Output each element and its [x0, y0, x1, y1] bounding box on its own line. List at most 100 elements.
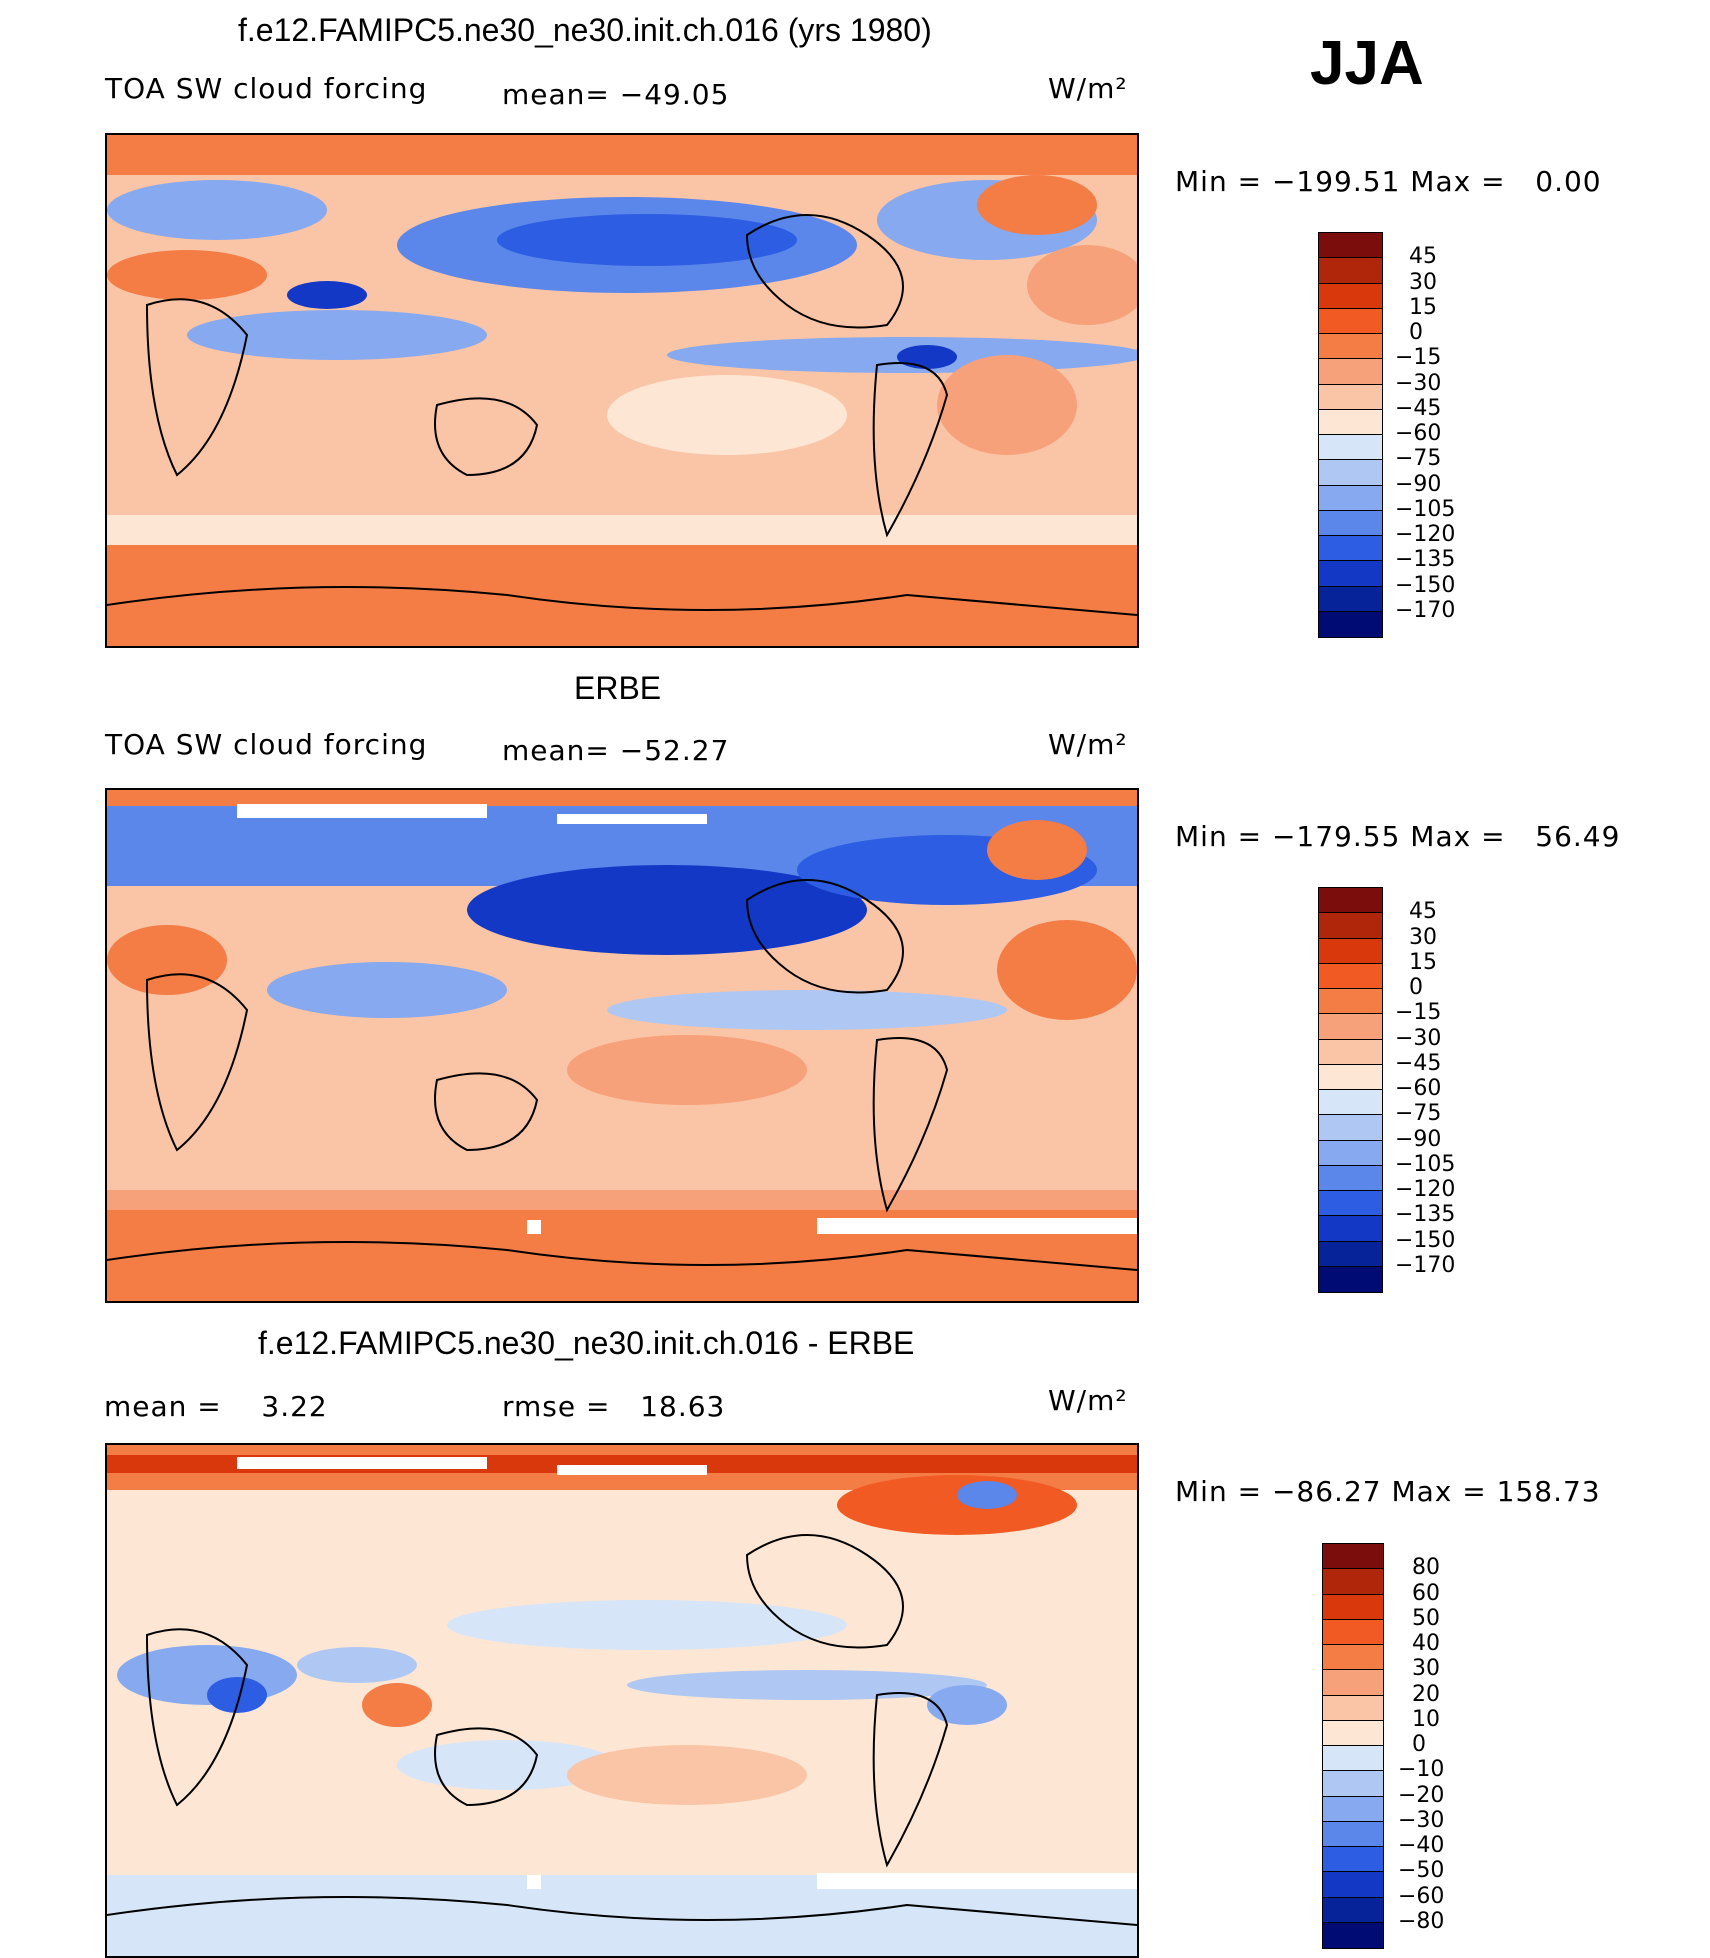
colorbar-tick-label: −15: [1395, 345, 1442, 371]
colorbar-tick-label: −30: [1395, 370, 1442, 396]
colorbar-swatch: [1319, 308, 1382, 334]
colorbar-swatch: [1319, 1090, 1382, 1116]
colorbar-swatch: [1319, 938, 1382, 964]
panel3-mean: mean = 3.22: [104, 1390, 328, 1423]
panel1-units: W/m²: [1048, 72, 1128, 105]
colorbar-tick-label: 50: [1412, 1605, 1440, 1631]
colorbar-tick-label: −80: [1398, 1908, 1445, 1934]
colorbar-swatch: [1319, 963, 1382, 989]
panel1-map: [105, 133, 1139, 648]
colorbar-tick-label: 60: [1412, 1580, 1440, 1606]
colorbar-tick-label: −60: [1395, 1076, 1442, 1101]
colorbar-tick-label: −135: [1395, 1202, 1456, 1228]
season-label: JJA: [1310, 29, 1424, 98]
colorbar-swatch: [1319, 460, 1382, 486]
panel2-units: W/m²: [1048, 728, 1128, 761]
colorbar-tick-label: 10: [1412, 1706, 1440, 1732]
colorbar-swatch: [1323, 1569, 1383, 1595]
colorbar-swatch: [1319, 1039, 1382, 1065]
colorbar-tick-label: −45: [1395, 395, 1442, 421]
panel2-field: TOA SW cloud forcing: [105, 728, 428, 761]
colorbar-swatch: [1319, 334, 1382, 360]
colorbar-tick-label: −90: [1395, 1126, 1442, 1152]
panel2-minmax: Min = −179.55 Max = 56.49: [1175, 820, 1621, 853]
colorbar-tick-label: −10: [1398, 1757, 1445, 1783]
colorbar-tick-label: −60: [1395, 421, 1442, 446]
colorbar-tick-label: −150: [1395, 1227, 1456, 1253]
panel2-colorbar: [1318, 887, 1383, 1293]
colorbar-swatch: [1323, 1645, 1383, 1671]
colorbar-tick-label: −105: [1395, 1151, 1456, 1177]
colorbar-tick-label: −120: [1395, 1177, 1456, 1202]
colorbar-swatch: [1323, 1821, 1383, 1847]
panel3-map-svg: [107, 1445, 1137, 1956]
colorbar-swatch: [1323, 1670, 1383, 1696]
colorbar-tick-label: −45: [1395, 1050, 1442, 1076]
colorbar-tick-label: 0: [1409, 975, 1423, 1000]
colorbar-tick-label: −170: [1395, 1252, 1456, 1278]
colorbar-tick-label: −120: [1395, 522, 1456, 547]
colorbar-swatch: [1323, 1720, 1383, 1746]
colorbar-swatch: [1323, 1847, 1383, 1873]
colorbar-tick-label: 40: [1412, 1631, 1440, 1656]
colorbar-tick-label: −60: [1398, 1883, 1445, 1909]
colorbar-swatch: [1319, 1115, 1382, 1141]
colorbar-swatch: [1323, 1922, 1383, 1948]
colorbar-tick-label: 80: [1412, 1555, 1440, 1581]
colorbar-swatch: [1319, 1165, 1382, 1191]
colorbar-swatch: [1319, 258, 1382, 284]
colorbar-swatch: [1323, 1544, 1383, 1570]
colorbar-swatch: [1319, 485, 1382, 511]
colorbar-swatch: [1319, 989, 1382, 1015]
colorbar-swatch: [1319, 586, 1382, 612]
panel3-colorbar-labels: 80 60 50 40 30 20 10 0 −10 −20 −30 −40 −50 −60 −80: [1398, 1543, 1498, 1949]
panel3-map: [105, 1443, 1139, 1958]
panel3-units: W/m²: [1048, 1384, 1128, 1417]
colorbar-tick-label: −75: [1395, 1101, 1442, 1127]
panel3-rmse: rmse = 18.63: [502, 1390, 726, 1423]
colorbar-swatch: [1323, 1796, 1383, 1822]
colorbar-tick-label: 45: [1409, 899, 1437, 925]
colorbar-tick-label: 20: [1412, 1681, 1440, 1707]
colorbar-tick-label: 0: [1412, 1732, 1426, 1757]
colorbar-swatch: [1319, 1216, 1382, 1242]
colorbar-swatch: [1319, 888, 1382, 914]
colorbar-swatch: [1319, 1064, 1382, 1090]
panel3-colorbar: [1322, 1543, 1384, 1949]
colorbar-swatch: [1319, 384, 1382, 410]
colorbar-swatch: [1323, 1897, 1383, 1923]
colorbar-swatch: [1323, 1872, 1383, 1898]
colorbar-swatch: [1319, 1266, 1382, 1292]
panel2-colorbar-labels: 45 30 15 0 −15 −30 −45 −60 −75 −90 −105 −120 −135 −15…: [1395, 887, 1495, 1293]
colorbar-swatch: [1319, 561, 1382, 587]
colorbar-tick-label: −30: [1398, 1807, 1445, 1833]
colorbar-swatch: [1319, 233, 1382, 259]
colorbar-tick-label: 30: [1409, 269, 1437, 295]
colorbar-tick-label: −75: [1395, 446, 1442, 472]
colorbar-swatch: [1323, 1746, 1383, 1772]
colorbar-swatch: [1319, 409, 1382, 435]
colorbar-tick-label: 30: [1412, 1656, 1440, 1682]
colorbar-swatch: [1319, 611, 1382, 637]
colorbar-tick-label: −105: [1395, 496, 1456, 522]
colorbar-tick-label: −50: [1398, 1858, 1445, 1884]
panel1-colorbar-labels: 45 30 15 0 −15 −30 −45 −60 −75 −90 −105 −120 −135 −15…: [1395, 232, 1495, 638]
colorbar-swatch: [1319, 913, 1382, 939]
colorbar-tick-label: −40: [1398, 1833, 1445, 1858]
panel1-map-svg: [107, 135, 1137, 646]
colorbar-swatch: [1319, 283, 1382, 309]
colorbar-swatch: [1319, 1241, 1382, 1267]
panel2-title: ERBE: [574, 670, 662, 706]
colorbar-swatch: [1319, 359, 1382, 385]
colorbar-tick-label: 15: [1409, 949, 1437, 975]
panel3-minmax: Min = −86.27 Max = 158.73: [1175, 1475, 1601, 1508]
colorbar-swatch: [1323, 1771, 1383, 1797]
colorbar-tick-label: −20: [1398, 1782, 1445, 1808]
colorbar-swatch: [1319, 536, 1382, 562]
colorbar-tick-label: −135: [1395, 547, 1456, 573]
colorbar-swatch: [1323, 1695, 1383, 1721]
colorbar-tick-label: −170: [1395, 597, 1456, 623]
panel1-minmax: Min = −199.51 Max = 0.00: [1175, 165, 1602, 198]
colorbar-tick-label: 0: [1409, 320, 1423, 345]
panel2-map-svg: [107, 790, 1137, 1301]
